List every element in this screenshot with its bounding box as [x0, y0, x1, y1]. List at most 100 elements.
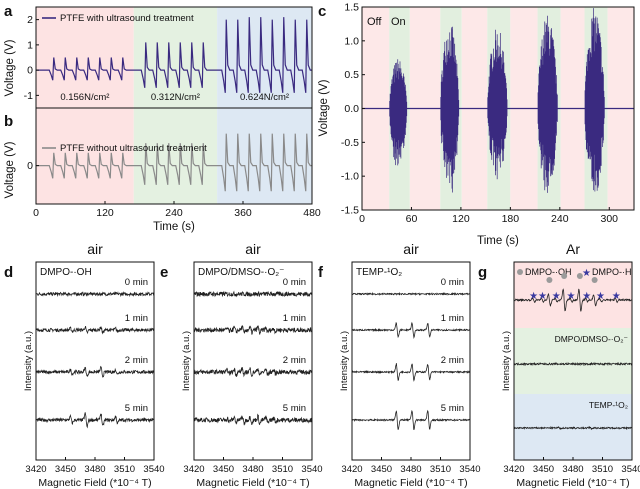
- xtick-label-e-2: 3480: [242, 464, 263, 475]
- xlabel-f: Magnetic Field (*10⁻⁴ T): [354, 477, 467, 489]
- xlabel-g: Magnetic Field (*10⁻⁴ T): [516, 477, 629, 489]
- trace-label-f-3: 5 min: [441, 403, 464, 414]
- legend-b: PTFE without ultrasound treatment: [60, 143, 207, 154]
- label-f: TEMP-¹O₂: [356, 267, 402, 278]
- xtick-label-b-3: 360: [234, 207, 252, 219]
- marker-star-1: ★: [538, 291, 547, 302]
- panel-label-b: b: [4, 113, 13, 130]
- ylabel-d: Intensity (a.u.): [23, 331, 34, 391]
- legend-a: PTFE with ultrasound treatment: [60, 13, 194, 24]
- ytick-label-c-0: -1.5: [341, 205, 359, 217]
- trace-e-0: [193, 290, 313, 298]
- ylabel-g: Intensity (a.u.): [501, 331, 512, 391]
- ytick-label-a-0: -1: [24, 90, 33, 102]
- panel-label-d: d: [4, 264, 13, 281]
- title-f: air: [403, 241, 419, 257]
- ytick-label-b-0: 0: [27, 160, 33, 172]
- ylabel-a: Voltage (V): [4, 39, 16, 96]
- marker-star-2: ★: [552, 291, 561, 302]
- trace-label-d-3: 5 min: [125, 403, 148, 414]
- xtick-label-d-4: 3540: [143, 464, 164, 475]
- xtick-label-c-2: 120: [452, 213, 470, 225]
- ylabel-c: Voltage (V): [318, 79, 330, 136]
- yticks-a: -1 0 1 2: [24, 14, 39, 102]
- legend-star-icon: ★: [582, 268, 591, 279]
- xtick-label-f-3: 3510: [430, 464, 451, 475]
- xtick-label-d-0: 3420: [25, 464, 46, 475]
- ylabel-f: Intensity (a.u.): [339, 331, 350, 391]
- xtick-label-g-3: 3510: [592, 464, 613, 475]
- marker-star-6: ★: [612, 291, 621, 302]
- xtick-label-b-0: 0: [33, 207, 39, 219]
- xtick-label-e-3: 3510: [272, 464, 293, 475]
- trace-f-1: [351, 321, 471, 340]
- trace-e-3: [193, 413, 313, 426]
- marker-star-5: ★: [596, 291, 605, 302]
- trace-e-2: [193, 367, 313, 378]
- panel-d: air 0 min 1 min 2 min 5 min 3420 3450 3480 3510 3…: [23, 241, 165, 489]
- panel-e: air 0 min 1 min 2 min 5 min 3420 3450 3480 3510 3…: [181, 241, 323, 489]
- panel-g: Ar 3420 3450 3480 3510 3540 Magnetic Field (*1…: [501, 241, 640, 489]
- trace-label-e-2: 2 min: [283, 355, 306, 366]
- region-b-2: [217, 108, 312, 204]
- trace-label-d-2: 2 min: [125, 355, 148, 366]
- ytick-label-c-6: 1.5: [344, 2, 359, 14]
- xtick-label-c-5: 300: [601, 213, 619, 225]
- trace-label-e-0: 0 min: [283, 277, 306, 288]
- xtick-label-g-0: 3420: [503, 464, 524, 475]
- xtick-label-g-1: 3450: [533, 464, 554, 475]
- xtick-label-c-0: 0: [359, 213, 365, 225]
- trace-d-2: [35, 365, 155, 378]
- trace-c: [362, 8, 634, 193]
- trace-g-0: [513, 288, 632, 312]
- xtick-label-e-0: 3420: [183, 464, 204, 475]
- trace-label-f-1: 1 min: [441, 313, 464, 324]
- series-a: [36, 17, 312, 93]
- xtick-label-c-1: 60: [406, 213, 418, 225]
- region-b-0: [36, 108, 134, 204]
- xtick-label-d-1: 3450: [55, 464, 76, 475]
- band-g-1: [514, 328, 632, 394]
- region-label-0: 0.156N/cm²: [60, 92, 109, 103]
- panel-label-f: f: [318, 264, 324, 281]
- ytick-label-c-3: 0.0: [344, 103, 359, 115]
- xtick-label-c-4: 240: [551, 213, 569, 225]
- xlabel-c: Time (s): [477, 235, 519, 247]
- band-g-2: [514, 394, 632, 460]
- series-c-burst-0: [389, 59, 408, 166]
- trace-label-e-1: 1 min: [283, 313, 306, 324]
- label-e: DMPO/DMSO-·O₂⁻: [198, 267, 284, 278]
- label-d: DMPO-·OH: [40, 267, 92, 278]
- xtick-label-e-1: 3450: [213, 464, 234, 475]
- band-label-1: DMPO/DMSO-·O₂⁻: [555, 334, 628, 344]
- series-c-burst-3: [537, 15, 558, 193]
- trace-d-1: [35, 325, 155, 335]
- xtick-label-f-4: 3540: [459, 464, 480, 475]
- title-g: Ar: [566, 241, 580, 257]
- ytick-label-c-5: 1.0: [344, 35, 359, 47]
- xtick-label-g-4: 3540: [621, 464, 640, 475]
- ytick-label-a-2: 1: [27, 39, 33, 51]
- trace-f-3: [351, 409, 471, 431]
- trace-label-d-0: 0 min: [125, 277, 148, 288]
- marker-circle-2: [576, 273, 583, 279]
- xlabel-b: Time (s): [153, 221, 195, 233]
- ytick-label-c-2: -0.5: [341, 137, 359, 149]
- xtick-label-e-4: 3540: [301, 464, 322, 475]
- title-e: air: [245, 241, 261, 257]
- legend-g-1: DMPO-·H: [592, 267, 632, 277]
- xticks-c: 0 60 120 180 240 300: [359, 207, 618, 225]
- trace-label-d-1: 1 min: [125, 313, 148, 324]
- band-label-2: TEMP-¹O₂: [589, 400, 628, 410]
- marker-star-0: ★: [529, 291, 538, 302]
- xtick-label-f-1: 3450: [371, 464, 392, 475]
- ylabel-e: Intensity (a.u.): [181, 331, 192, 391]
- marker-star-3: ★: [567, 291, 576, 302]
- off-label: Off: [367, 16, 382, 28]
- marker-circle-0: [546, 277, 553, 283]
- ylabel-b: Voltage (V): [4, 141, 16, 198]
- panel-label-c: c: [318, 3, 326, 20]
- trace-label-f-0: 0 min: [441, 277, 464, 288]
- panel-c: -1.5 -1.0 -0.5 0.0 0.5 1.0 1.5 0 60 120 180 240 300…: [318, 2, 635, 247]
